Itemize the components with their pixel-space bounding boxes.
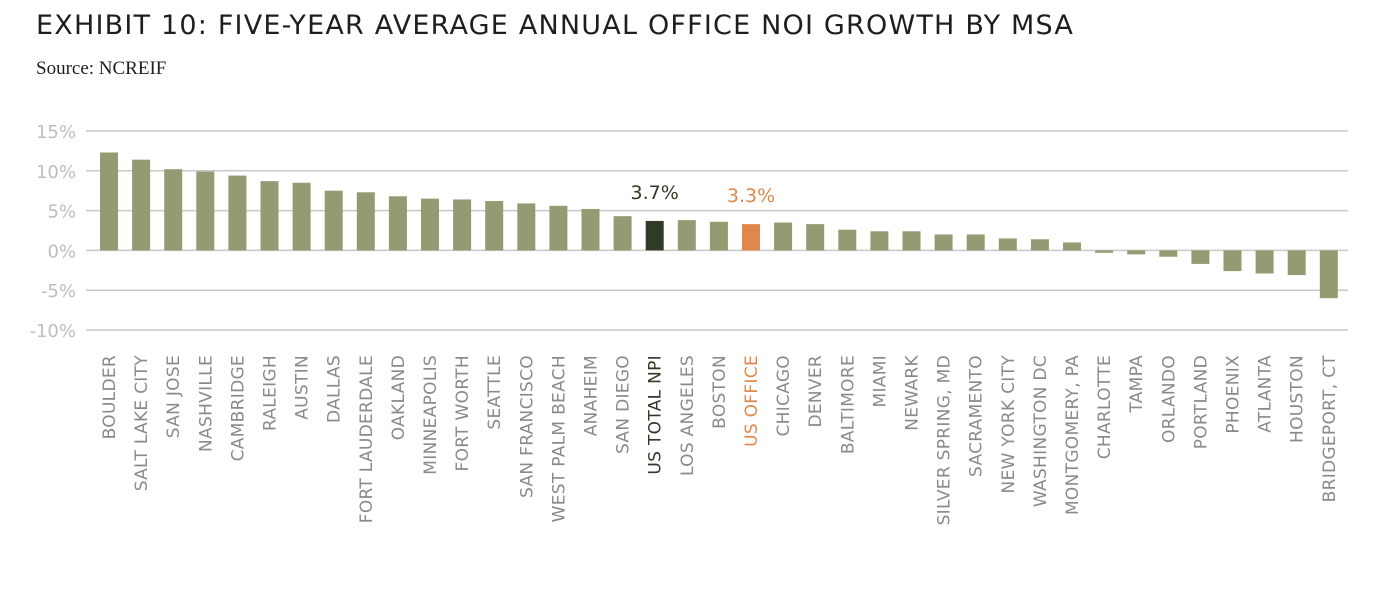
category-label: MIAMI — [870, 355, 890, 408]
category-label: ANAHEIM — [582, 355, 602, 436]
data-label: 3.3% — [727, 185, 775, 207]
category-label: SAN JOSE — [164, 355, 184, 438]
bar — [1159, 250, 1178, 257]
bar — [581, 209, 600, 251]
bar — [421, 198, 439, 251]
bar — [388, 196, 407, 251]
bar — [196, 171, 215, 251]
bar — [164, 169, 183, 251]
y-tick-label: 5% — [47, 202, 76, 223]
category-label: ORLANDO — [1159, 355, 1179, 443]
bar — [613, 216, 632, 251]
category-label: PORTLAND — [1191, 355, 1211, 449]
category-label: NEW YORK CITY — [999, 355, 1019, 494]
bar — [1030, 239, 1049, 251]
bar — [774, 222, 793, 251]
category-label: BRIDGEPORT, CT — [1320, 355, 1340, 503]
y-tick-label: -10% — [29, 321, 76, 342]
bar — [324, 190, 343, 251]
category-label: WEST PALM BEACH — [549, 355, 569, 522]
category-label: BOULDER — [100, 355, 120, 439]
category-label: CAMBRIDGE — [228, 355, 248, 461]
bar — [709, 221, 728, 251]
category-label: US TOTAL NPI — [646, 355, 666, 475]
category-label: PHOENIX — [1224, 355, 1244, 434]
bar — [677, 220, 696, 251]
bar — [1127, 250, 1146, 255]
category-label: OAKLAND — [389, 355, 409, 440]
chart-source: Source: NCREIF — [36, 58, 167, 79]
bar — [966, 234, 985, 251]
chart-title: EXHIBIT 10: FIVE-YEAR AVERAGE ANNUAL OFF… — [36, 10, 1075, 41]
bar — [1095, 250, 1114, 253]
category-label: MONTGOMERY, PA — [1063, 355, 1083, 515]
bar — [870, 231, 889, 251]
bar — [838, 229, 857, 251]
bar — [645, 220, 664, 251]
category-label: SAN DIEGO — [614, 355, 634, 454]
bar — [1223, 250, 1242, 272]
bar — [1191, 250, 1210, 264]
y-tick-label: -5% — [41, 281, 76, 302]
bar — [517, 203, 536, 251]
bar — [806, 224, 825, 251]
category-label: SILVER SPRING, MD — [935, 355, 955, 525]
category-label: WASHINGTON DC — [1031, 355, 1051, 507]
category-label: ATLANTA — [1256, 355, 1276, 433]
bar — [453, 199, 472, 251]
category-label: BALTIMORE — [838, 355, 858, 454]
category-label: DALLAS — [325, 355, 345, 423]
bar — [132, 159, 151, 251]
y-tick-label: 15% — [36, 122, 76, 143]
bar — [228, 175, 247, 251]
bar — [1063, 242, 1081, 251]
data-label: 3.7% — [631, 182, 679, 204]
bar — [356, 192, 375, 251]
category-label: CHICAGO — [774, 355, 794, 437]
category-label: SEATTLE — [485, 355, 505, 430]
category-label: TAMPA — [1127, 355, 1147, 414]
category-label: HOUSTON — [1288, 355, 1308, 443]
bar — [1319, 250, 1338, 299]
category-label: AUSTIN — [293, 355, 313, 420]
bar — [549, 205, 568, 251]
category-label: RALEIGH — [261, 355, 281, 431]
category-label: FORT WORTH — [453, 355, 473, 471]
bar — [1255, 250, 1274, 274]
bar — [260, 181, 279, 251]
bar — [100, 152, 118, 251]
category-label: SALT LAKE CITY — [132, 355, 152, 492]
category-label: SACRAMENTO — [967, 355, 987, 477]
category-label: CHARLOTTE — [1095, 355, 1115, 459]
y-tick-label: 10% — [36, 162, 76, 183]
bar — [934, 234, 953, 251]
y-tick-label: 0% — [47, 241, 76, 262]
bar — [998, 238, 1017, 251]
category-label: US OFFICE — [742, 355, 762, 447]
bar — [292, 182, 311, 251]
bar — [1287, 250, 1306, 276]
bar — [902, 231, 921, 251]
category-label: DENVER — [806, 355, 826, 428]
category-label: FORT LAUDERDALE — [357, 355, 377, 523]
bar — [485, 201, 504, 251]
category-label: NEWARK — [903, 354, 923, 430]
category-label: MINNEAPOLIS — [421, 355, 441, 475]
category-label: SAN FRANCISCO — [517, 355, 537, 498]
category-label: BOSTON — [710, 355, 730, 429]
bar — [742, 224, 760, 251]
category-label: NASHVILLE — [196, 355, 216, 452]
category-label: LOS ANGELES — [678, 355, 698, 476]
